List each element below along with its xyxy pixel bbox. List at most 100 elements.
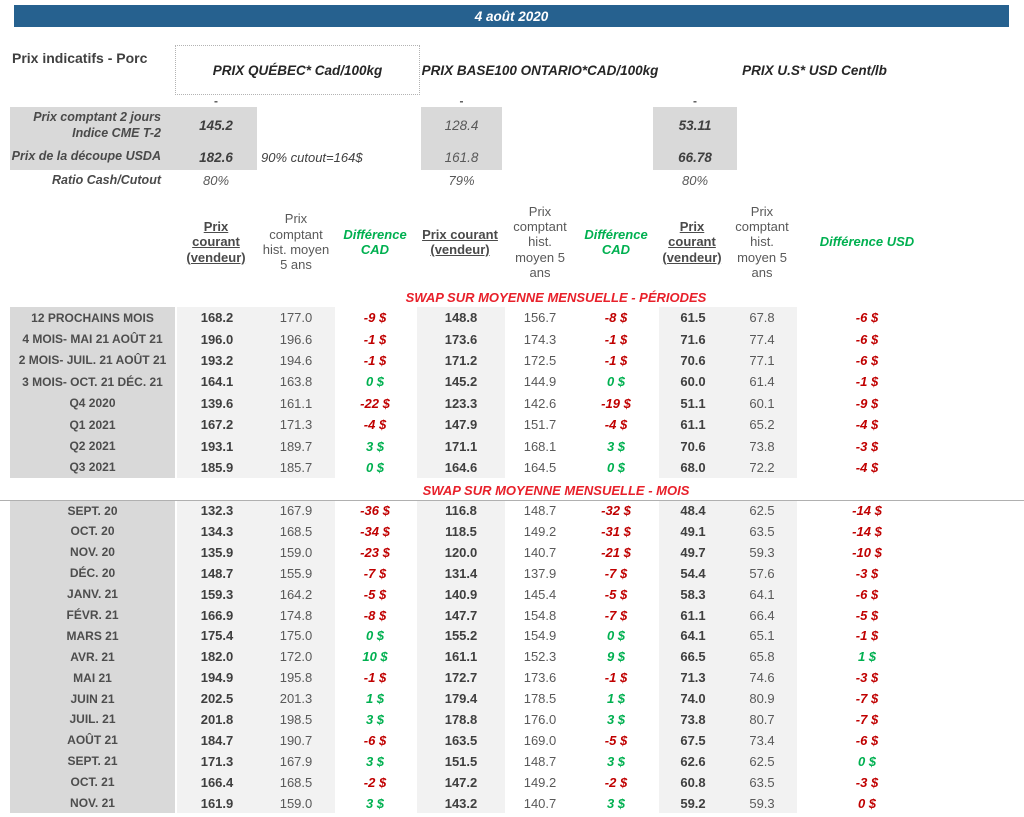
price-value: 64.1	[727, 583, 797, 605]
diff-value: 1 $	[857, 649, 877, 665]
row-label: DÉC. 20	[10, 562, 175, 584]
spacer	[502, 107, 653, 144]
price-value: 48.4	[657, 500, 727, 522]
spot-cutout-on: 161.8	[421, 144, 502, 170]
price-value: 185.9	[175, 456, 257, 479]
price-value: 58.3	[657, 583, 727, 605]
diff-value: -7 $	[363, 565, 387, 581]
diff-value: 1 $	[365, 691, 385, 707]
spacer	[257, 170, 421, 191]
price-value: 72.2	[727, 456, 797, 479]
price-value: 145.2	[415, 371, 505, 393]
diff-value: -2 $	[604, 774, 628, 790]
price-value: 171.1	[415, 435, 505, 457]
spot-cutout-qc: 182.6	[175, 144, 257, 170]
diff-value: 0 $	[606, 628, 626, 644]
diff-value: 10 $	[362, 649, 388, 665]
price-value: 161.9	[175, 792, 257, 814]
col-header-on-hist: Prix comptant hist. moyen 5 ans	[513, 203, 567, 280]
diff-value: 3 $	[365, 795, 385, 811]
diff-value: -6 $	[855, 310, 879, 326]
price-value: 159.0	[257, 541, 335, 563]
table-row: SEPT. 20 132.3 167.9 -36 $ 116.8 148.7 -32 $ 48…	[10, 500, 937, 522]
price-value: 164.2	[257, 583, 335, 605]
price-value: 202.5	[175, 688, 257, 710]
table-row: SEPT. 21 171.3 167.9 3 $ 151.5 148.7 3 $ 62.6 62…	[10, 750, 937, 772]
spot-cme-us: 53.11	[653, 107, 737, 144]
price-value: 120.0	[415, 541, 505, 563]
diff-value: -32 $	[601, 503, 631, 519]
price-value: 166.9	[175, 604, 257, 626]
diff-value: -7 $	[604, 607, 628, 623]
price-value: 144.9	[523, 374, 557, 390]
region-header-quebec-label: PRIX QUÉBEC* Cad/100kg	[212, 62, 383, 78]
swap-table-body: SWAP SUR MOYENNE MENSUELLE - PÉRIODES 12 …	[10, 288, 937, 814]
price-value: 194.9	[175, 667, 257, 689]
dash-qc: -	[214, 94, 218, 108]
row-label: AVR. 21	[10, 646, 175, 668]
table-row: DÉC. 20 148.7 155.9 -7 $ 131.4 137.9 -7 $ 54.4 5…	[10, 562, 937, 584]
price-value: 77.1	[727, 349, 797, 372]
price-value: 167.2	[175, 413, 257, 436]
price-value: 62.5	[727, 500, 797, 522]
price-value: 61.1	[657, 413, 727, 436]
diff-value: 3 $	[365, 711, 385, 727]
row-label: 12 PROCHAINS MOIS	[10, 307, 175, 329]
diff-value: -7 $	[604, 565, 628, 581]
price-value: 154.8	[523, 607, 557, 623]
table-row: JANV. 21 159.3 164.2 -5 $ 140.9 145.4 -5 $ 58.3…	[10, 583, 937, 605]
row-label: SEPT. 21	[10, 750, 175, 772]
diff-value: -1 $	[855, 628, 879, 644]
dash-on: -	[459, 94, 464, 108]
spot-row-label-ratio: Ratio Cash/Cutout	[51, 172, 161, 187]
price-value: 163.5	[415, 729, 505, 751]
price-value: 182.0	[175, 646, 257, 668]
row-label: AOÛT 21	[10, 729, 175, 751]
price-value: 64.1	[657, 625, 727, 647]
price-value: 155.9	[257, 562, 335, 584]
row-label: MARS 21	[10, 625, 175, 647]
diff-value: -1 $	[604, 352, 628, 368]
price-value: 174.3	[523, 331, 557, 347]
price-value: 77.4	[727, 328, 797, 350]
diff-value: 3 $	[606, 711, 626, 727]
diff-value: -9 $	[363, 310, 387, 326]
price-value: 134.3	[175, 521, 257, 542]
diff-value: 0 $	[857, 795, 877, 811]
price-value: 168.2	[175, 307, 257, 329]
price-value: 139.6	[175, 392, 257, 414]
price-value: 198.5	[257, 709, 335, 730]
diff-value: -1 $	[855, 374, 879, 390]
price-value: 164.5	[523, 459, 557, 475]
diff-value: -6 $	[855, 586, 879, 602]
row-label: Q3 2021	[10, 456, 175, 479]
spot-ratio-us: 80%	[681, 173, 709, 188]
price-value: 196.6	[257, 328, 335, 350]
spot-price-section: - - - Prix comptant 2 jours Indice CME T…	[10, 94, 737, 191]
row-label: NOV. 20	[10, 541, 175, 563]
section-divider-line	[0, 500, 1024, 501]
price-value: 168.5	[257, 771, 335, 793]
diff-value: -1 $	[363, 352, 387, 368]
price-value: 167.9	[257, 750, 335, 772]
date-banner: 4 août 2020	[14, 5, 1009, 27]
price-value: 62.6	[657, 750, 727, 772]
col-header-on-diff-cad: Différence CAD	[584, 226, 648, 257]
table-row: Q4 2020 139.6 161.1 -22 $ 123.3 142.6 -19 $ 51.…	[10, 392, 937, 414]
price-value: 149.2	[523, 523, 557, 539]
spacer	[10, 94, 175, 107]
price-value: 193.1	[175, 435, 257, 457]
price-value: 59.2	[657, 792, 727, 814]
diff-value: 3 $	[606, 795, 626, 811]
diff-value: -4 $	[855, 417, 879, 433]
price-value: 68.0	[657, 456, 727, 479]
spot-cme-qc: 145.2	[175, 107, 257, 144]
table-row: MAI 21 194.9 195.8 -1 $ 172.7 173.6 -1 $ 71.3 74…	[10, 667, 937, 689]
price-value: 65.2	[727, 413, 797, 436]
diff-value: -19 $	[601, 395, 631, 411]
region-header-us-label: PRIX U.S* USD Cent/lb	[742, 62, 887, 78]
price-value: 63.5	[727, 771, 797, 793]
col-header-diff-usd: Différence USD	[819, 234, 915, 250]
price-value: 189.7	[257, 435, 335, 457]
diff-value: -5 $	[855, 607, 879, 623]
